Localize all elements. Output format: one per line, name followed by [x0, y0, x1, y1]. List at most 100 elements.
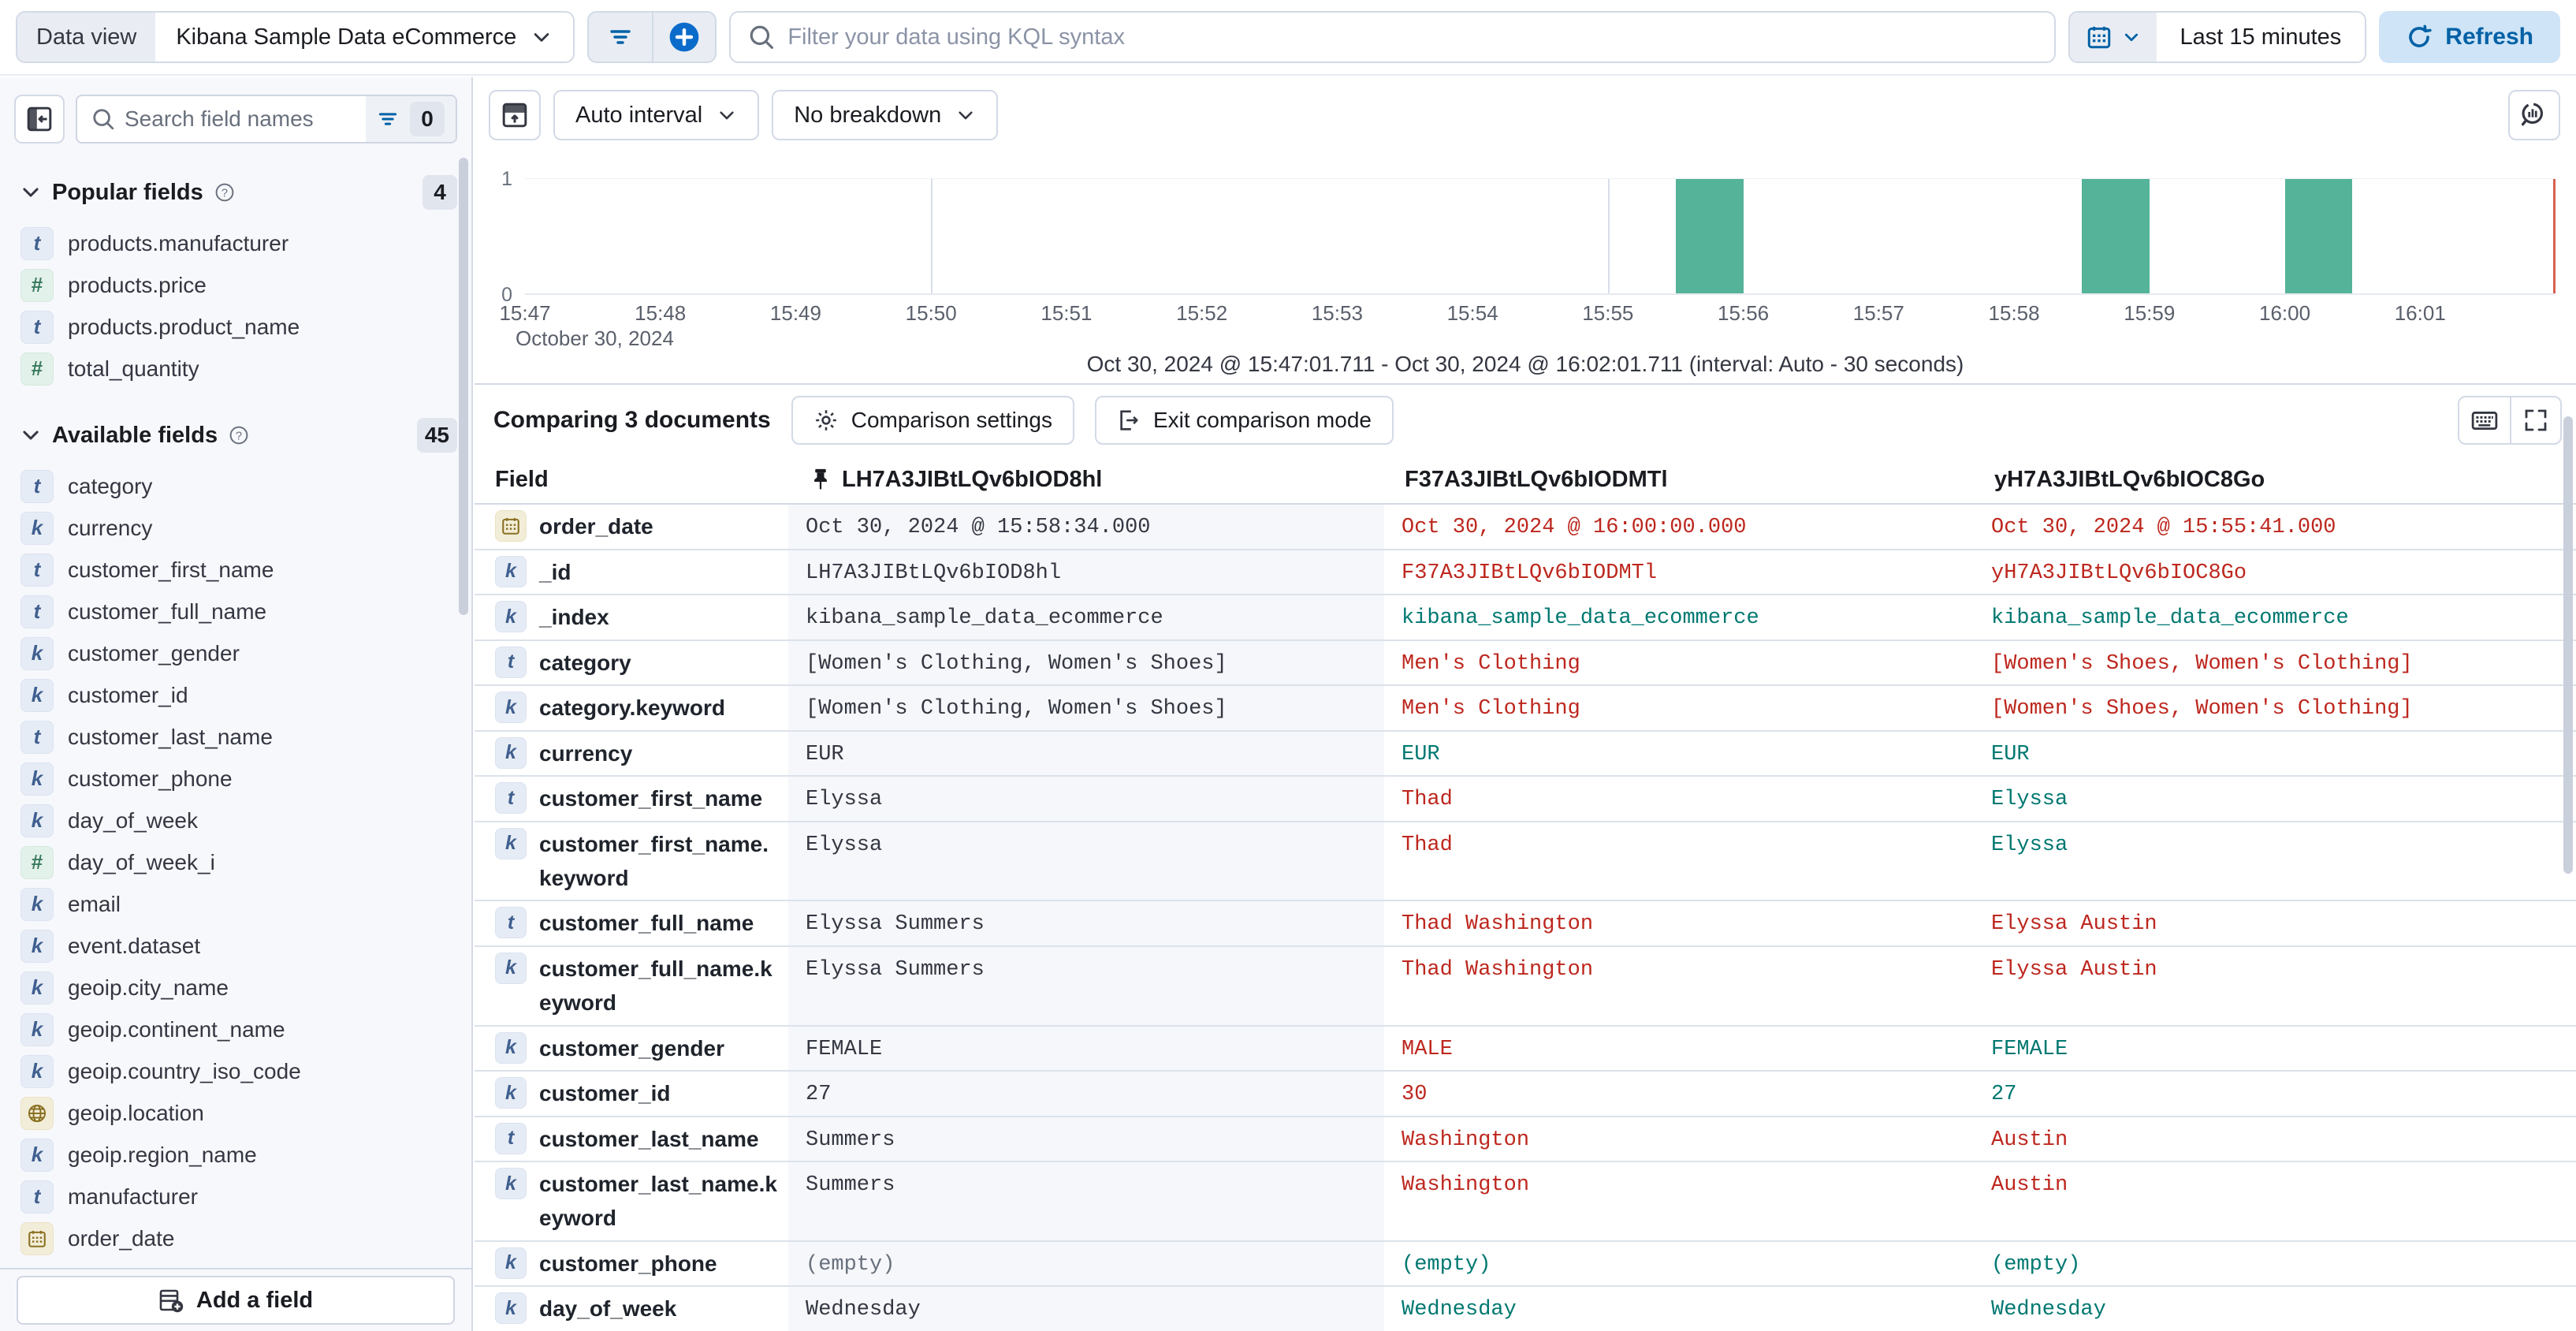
table-row-customer_full_name.keyword[interactable]: k customer_full_name.keyword Elyssa Summ…: [475, 946, 2576, 1027]
sidebar-field-geoip.city_name[interactable]: k geoip.city_name: [0, 967, 471, 1009]
sidebar-field-order_date[interactable]: order_date: [0, 1217, 471, 1259]
sidebar-field-customer_gender[interactable]: k customer_gender: [0, 632, 471, 674]
pin-icon: [809, 468, 832, 491]
doc-value: EUR: [1991, 742, 2030, 766]
collapse-sidebar-button[interactable]: [14, 95, 65, 144]
sidebar-field-products.product_name[interactable]: t products.product_name: [0, 306, 471, 348]
calendar-icon: [20, 1221, 54, 1255]
sidebar-field-total_quantity[interactable]: # total_quantity: [0, 348, 471, 390]
histogram-plot[interactable]: [525, 178, 2556, 295]
sidebar-field-customer_phone[interactable]: k customer_phone: [0, 758, 471, 800]
filter-options-button[interactable]: [589, 13, 652, 62]
table-row-customer_last_name.keyword[interactable]: k customer_last_name.keyword Summers Was…: [475, 1162, 2576, 1242]
sidebar-field-geoip.region_name[interactable]: k geoip.region_name: [0, 1134, 471, 1176]
sidebar-field-day_of_week[interactable]: k day_of_week: [0, 800, 471, 841]
hide-chart-button[interactable]: [489, 90, 541, 140]
panel-collapse-up-icon: [501, 102, 528, 129]
table-row-day_of_week[interactable]: k day_of_week Wednesday Wednesday Wednes…: [475, 1287, 2576, 1331]
table-row-_index[interactable]: k _index kibana_sample_data_ecommerce ki…: [475, 595, 2576, 641]
sidebar-field-customer_id[interactable]: k customer_id: [0, 674, 471, 716]
exit-comparison-button[interactable]: Exit comparison mode: [1094, 396, 1394, 445]
doc-value: [Women's Shoes, Women's Clothing]: [1991, 651, 2413, 676]
refresh-button[interactable]: Refresh: [2379, 11, 2560, 63]
sidebar-field-customer_first_name[interactable]: t customer_first_name: [0, 549, 471, 591]
kql-search-input[interactable]: Filter your data using KQL syntax: [729, 11, 2056, 63]
table-row-category.keyword[interactable]: k category.keyword [Women's Clothing, Wo…: [475, 686, 2576, 732]
sidebar-field-geoip.country_iso_code[interactable]: k geoip.country_iso_code: [0, 1050, 471, 1092]
sidebar-field-customer_last_name[interactable]: t customer_last_name: [0, 716, 471, 758]
doc-value: Wednesday: [1991, 1298, 2106, 1322]
sidebar-field-email[interactable]: k email: [0, 883, 471, 925]
sidebar-footer: Add a field: [0, 1268, 471, 1331]
text-field-icon: t: [495, 782, 527, 814]
table-row-customer_last_name[interactable]: t customer_last_name Summers Washington …: [475, 1117, 2576, 1163]
table-row-customer_full_name[interactable]: t customer_full_name Elyssa Summers Thad…: [475, 901, 2576, 947]
table-row-customer_gender[interactable]: k customer_gender FEMALE MALE FEMALE: [475, 1026, 2576, 1072]
data-view-value[interactable]: Kibana Sample Data eCommerce: [155, 13, 574, 62]
x-tick-label: 15:59: [2124, 301, 2176, 325]
doc-column-header[interactable]: F37A3JIBtLQv6bIODMTl: [1405, 466, 1668, 492]
sidebar-field-geoip.continent_name[interactable]: k geoip.continent_name: [0, 1009, 471, 1050]
time-picker-calendar-button[interactable]: [2069, 13, 2157, 62]
svg-text:?: ?: [221, 187, 228, 199]
table-row-customer_phone[interactable]: k customer_phone (empty) (empty) (empty): [475, 1241, 2576, 1288]
pinned-doc-value: LH7A3JIBtLQv6bIOD8hl: [788, 550, 1384, 594]
text-field-icon: t: [20, 226, 54, 260]
x-axis-date-context: October 30, 2024: [516, 326, 674, 350]
sidebar-field-day_of_week_i[interactable]: # day_of_week_i: [0, 841, 471, 883]
add-field-button[interactable]: Add a field: [17, 1276, 455, 1325]
keyword-field-icon: k: [495, 1168, 527, 1200]
table-row-customer_first_name[interactable]: t customer_first_name Elyssa Thad Elyssa: [475, 777, 2576, 822]
sidebar-field-products.price[interactable]: # products.price: [0, 264, 471, 306]
table-row-category[interactable]: t category [Women's Clothing, Women's Sh…: [475, 640, 2576, 686]
keyword-field-icon: k: [495, 1077, 527, 1109]
field-name-cell: k customer_first_name.keyword: [475, 822, 788, 900]
doc-column-header[interactable]: yH7A3JIBtLQv6bIOC8Go: [1994, 466, 2265, 492]
field-name-cell: k customer_id: [475, 1072, 788, 1116]
field-filter-button[interactable]: 0: [366, 96, 456, 142]
histogram-bar-15:55:30[interactable]: [1675, 179, 1744, 293]
comparison-settings-button[interactable]: Comparison settings: [791, 396, 1074, 445]
sidebar-field-products.manufacturer[interactable]: t products.manufacturer: [0, 222, 471, 264]
histogram-bar-15:58:30[interactable]: [2081, 179, 2150, 293]
table-row-currency[interactable]: k currency EUR EUR EUR: [475, 731, 2576, 777]
add-filter-button[interactable]: [652, 13, 715, 62]
popular-fields-header[interactable]: Popular fields ? 4: [0, 155, 471, 218]
fullscreen-icon: [2523, 408, 2548, 433]
time-range-value[interactable]: Last 15 minutes: [2156, 13, 2366, 62]
histogram-bar-16:00:00[interactable]: [2284, 179, 2353, 293]
keyword-field-icon: k: [495, 827, 527, 859]
sidebar-field-currency[interactable]: k currency: [0, 507, 471, 549]
sidebar-field-geoip.location[interactable]: geoip.location: [0, 1092, 471, 1134]
text-field-icon: t: [20, 469, 54, 503]
keyword-field-icon: k: [495, 736, 527, 769]
search-icon: [748, 24, 775, 50]
sidebar-field-manufacturer[interactable]: t manufacturer: [0, 1176, 471, 1217]
edit-visualization-button[interactable]: [2508, 90, 2560, 140]
sidebar-scrollbar[interactable]: [459, 158, 468, 615]
search-field-names-input[interactable]: Search field names 0: [76, 95, 457, 144]
table-row-customer_id[interactable]: k customer_id 27 30 27: [475, 1072, 2576, 1117]
interval-dropdown[interactable]: Auto interval: [553, 90, 760, 140]
available-fields-header[interactable]: Available fields ? 45: [0, 390, 471, 460]
comparison-table: Field LH7A3JIBtLQv6bIOD8hl F37A3JIBtLQv6…: [475, 456, 2576, 1331]
table-scrollbar[interactable]: [2563, 416, 2573, 874]
breakdown-dropdown[interactable]: No breakdown: [772, 90, 999, 140]
table-row-order_date[interactable]: order_date Oct 30, 2024 @ 15:58:34.000 O…: [475, 505, 2576, 550]
search-icon: [91, 107, 115, 131]
table-row-customer_first_name.keyword[interactable]: k customer_first_name.keyword Elyssa Tha…: [475, 822, 2576, 902]
fullscreen-button[interactable]: [2510, 397, 2560, 443]
doc-value: FEMALE: [1991, 1037, 2068, 1061]
field-name-cell: k currency: [475, 732, 788, 776]
keyboard-shortcuts-button[interactable]: [2459, 397, 2510, 443]
sidebar-field-category[interactable]: t category: [0, 465, 471, 507]
x-tick-label: 15:54: [1446, 301, 1498, 325]
sidebar-field-customer_full_name[interactable]: t customer_full_name: [0, 591, 471, 632]
sidebar-field-event.dataset[interactable]: k event.dataset: [0, 925, 471, 967]
table-row-_id[interactable]: k _id LH7A3JIBtLQv6bIOD8hl F37A3JIBtLQv6…: [475, 550, 2576, 595]
field-name-cell: k customer_gender: [475, 1027, 788, 1071]
pinned-doc-column-header[interactable]: LH7A3JIBtLQv6bIOD8hl: [788, 467, 1384, 493]
keyword-field-icon: k: [495, 555, 527, 587]
data-view-switcher[interactable]: Data view Kibana Sample Data eCommerce: [16, 11, 575, 63]
number-field-icon: #: [20, 845, 54, 879]
